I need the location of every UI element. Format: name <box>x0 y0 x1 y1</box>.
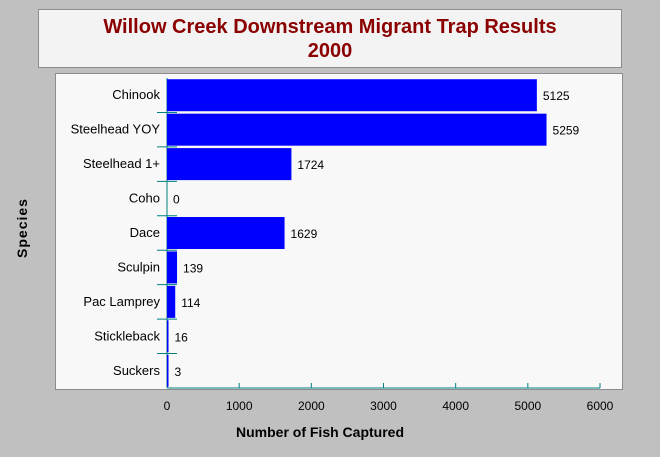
x-tick-label: 0 <box>164 399 171 413</box>
y-axis-label: Species <box>14 198 30 258</box>
bar <box>167 354 169 387</box>
x-tick-label: 5000 <box>514 399 541 413</box>
x-axis-label: Number of Fish Captured <box>235 424 405 440</box>
value-label: 3 <box>175 365 182 379</box>
value-label: 1724 <box>297 158 324 172</box>
category-label: Suckers <box>113 363 160 378</box>
chart-title-box: Willow Creek Downstream Migrant Trap Res… <box>38 9 622 68</box>
bar <box>167 251 178 284</box>
bar <box>167 79 537 112</box>
value-label: 5259 <box>553 124 580 138</box>
value-label: 114 <box>181 296 200 310</box>
category-label: Stickleback <box>94 328 160 343</box>
x-tick-label: 3000 <box>370 399 397 413</box>
category-label: Sculpin <box>117 259 160 274</box>
value-label: 1629 <box>291 227 318 241</box>
category-label: Chinook <box>112 87 160 102</box>
bar <box>167 285 176 318</box>
x-tick-label: 1000 <box>226 399 253 413</box>
x-tick-label: 4000 <box>442 399 469 413</box>
category-label: Coho <box>129 191 160 206</box>
category-label: Dace <box>130 225 160 240</box>
category-label: Steelhead YOY <box>71 122 161 137</box>
value-label: 5125 <box>543 89 570 103</box>
bar <box>167 320 169 353</box>
chart-subtitle-year: 2000 <box>307 40 353 62</box>
category-label: Steelhead 1+ <box>83 156 160 171</box>
value-label: 16 <box>175 330 189 344</box>
value-label: 0 <box>173 193 180 207</box>
x-tick-label: 2000 <box>298 399 325 413</box>
bar <box>167 113 547 146</box>
x-tick-label: 6000 <box>587 399 614 413</box>
value-label: 139 <box>183 261 203 275</box>
bar <box>167 148 292 181</box>
bar <box>167 217 285 249</box>
chart-title: Willow Creek Downstream Migrant Trap Res… <box>103 16 557 38</box>
category-label: Pac Lamprey <box>83 294 160 309</box>
